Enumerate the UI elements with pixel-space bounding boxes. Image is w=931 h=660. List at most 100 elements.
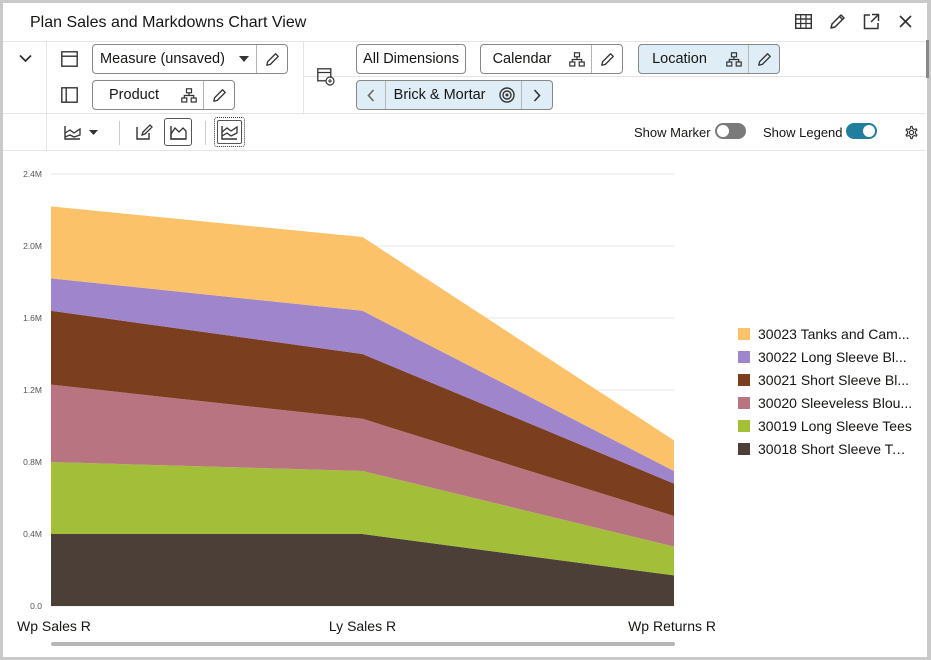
location-label: Location — [652, 51, 707, 67]
pencil-icon — [212, 88, 226, 102]
window-actions — [794, 12, 914, 30]
legend-label: 30018 Short Sleeve Tees — [758, 440, 913, 457]
show-marker-label: Show Marker — [634, 125, 711, 140]
caret-down-icon — [238, 56, 249, 62]
toggle-knob — [863, 125, 875, 137]
area-chart-icon — [64, 125, 81, 140]
edit-product-button[interactable] — [204, 81, 234, 109]
area-style-button[interactable] — [214, 117, 245, 147]
caret-down-icon — [89, 129, 98, 135]
edit-calendar-button[interactable] — [592, 45, 622, 73]
chevron-left-icon — [367, 88, 375, 102]
legend-label: 30021 Short Sleeve Bl... — [758, 371, 909, 388]
table-view-icon[interactable] — [794, 12, 812, 30]
window-title: Plan Sales and Markdowns Chart View — [30, 14, 307, 31]
show-legend-label: Show Legend — [763, 125, 843, 140]
y-tick-label: 2.4M — [23, 169, 42, 179]
x-category-label: Wp Sales R — [17, 618, 91, 634]
calendar-label: Calendar — [492, 51, 552, 67]
y-tick-label: 0.4M — [23, 529, 42, 539]
legend-label: 30020 Sleeveless Blou... — [758, 394, 913, 411]
columns-layout-icon[interactable] — [59, 85, 79, 105]
panel-scroll-handle[interactable] — [926, 40, 929, 78]
area-chart-icon — [221, 125, 238, 140]
calendar-dimension-pill[interactable]: Calendar — [480, 44, 623, 74]
product-dimension-pill[interactable]: Product — [92, 80, 235, 110]
stacked-chart-icon — [169, 125, 187, 140]
chevron-down-icon — [18, 54, 32, 62]
pencil-icon — [265, 52, 279, 66]
divider — [303, 76, 926, 77]
measure-selector[interactable]: Measure (unsaved) — [92, 44, 288, 74]
legend-item[interactable]: 30021 Short Sleeve Bl... — [738, 368, 918, 391]
divider — [205, 121, 206, 145]
area-series-30022[interactable] — [51, 278, 674, 484]
pencil-icon — [757, 52, 771, 66]
legend-swatch — [738, 350, 750, 363]
edit-measure-button[interactable] — [257, 45, 287, 73]
show-legend-toggle[interactable] — [846, 123, 877, 139]
pivot-icon[interactable] — [315, 67, 337, 87]
location-dimension-pill[interactable]: Location — [638, 44, 780, 74]
chart-type-menu-button[interactable] — [60, 121, 102, 143]
divider — [46, 41, 47, 151]
next-member-button[interactable] — [522, 81, 552, 109]
area-series-30021[interactable] — [51, 310, 674, 516]
divider — [303, 41, 304, 113]
legend-swatch — [738, 396, 750, 409]
expand-icon[interactable] — [862, 12, 880, 30]
legend-label: 30022 Long Sleeve Bl... — [758, 348, 907, 365]
close-icon[interactable] — [896, 12, 914, 30]
collapse-toolbar-button[interactable] — [15, 48, 35, 68]
chevron-right-icon — [534, 88, 541, 102]
divider — [119, 121, 120, 145]
y-tick-label: 1.6M — [23, 313, 42, 323]
x-category-label: Ly Sales R — [329, 618, 396, 634]
legend-item[interactable]: 30018 Short Sleeve Tees — [738, 437, 918, 460]
divider — [748, 45, 749, 73]
edit-pencil-icon[interactable] — [828, 12, 846, 30]
area-series-30018[interactable] — [51, 534, 674, 606]
measure-label: Measure (unsaved) — [100, 51, 225, 67]
x-category-label: Wp Returns R — [628, 618, 716, 634]
y-tick-label: 0.8M — [23, 457, 42, 467]
legend-swatch — [738, 442, 750, 455]
show-marker-toggle[interactable] — [715, 123, 746, 139]
brick-mortar-label: Brick & Mortar — [393, 87, 486, 103]
edit-location-button[interactable] — [749, 45, 779, 73]
legend-item[interactable]: 30020 Sleeveless Blou... — [738, 391, 918, 414]
chart-horizontal-scrollbar[interactable] — [51, 642, 675, 646]
area-series-30020[interactable] — [51, 384, 674, 547]
previous-member-button[interactable] — [357, 81, 385, 109]
legend-item[interactable]: 30019 Long Sleeve Tees — [738, 414, 918, 437]
edit-chart-icon[interactable] — [134, 121, 154, 143]
legend-label: 30023 Tanks and Cam... — [758, 325, 910, 342]
divider — [384, 81, 386, 109]
pencil-icon — [600, 52, 614, 66]
divider — [591, 45, 592, 73]
all-dimensions-button[interactable]: All Dimensions — [356, 44, 466, 74]
hierarchy-icon[interactable] — [563, 45, 591, 73]
divider — [3, 113, 926, 114]
location-member-navigator[interactable]: Brick & Mortar — [356, 80, 553, 110]
divider — [203, 81, 204, 109]
hierarchy-icon[interactable] — [720, 45, 748, 73]
area-series-30019[interactable] — [51, 462, 674, 576]
legend-item[interactable]: 30022 Long Sleeve Bl... — [738, 345, 918, 368]
y-tick-label: 1.2M — [23, 385, 42, 395]
hierarchy-icon[interactable] — [175, 81, 203, 109]
product-label: Product — [109, 87, 159, 103]
divider — [521, 81, 523, 109]
stacked-area-button[interactable] — [164, 118, 192, 146]
rows-layout-icon[interactable] — [59, 49, 79, 69]
divider — [3, 150, 926, 151]
area-series-30023[interactable] — [51, 206, 674, 471]
toggle-knob — [717, 125, 729, 137]
legend-swatch — [738, 373, 750, 386]
gear-icon — [904, 125, 918, 139]
chart-settings-button[interactable] — [902, 123, 920, 141]
legend-item[interactable]: 30023 Tanks and Cam... — [738, 322, 918, 345]
target-icon[interactable] — [493, 81, 521, 109]
legend-swatch — [738, 419, 750, 432]
